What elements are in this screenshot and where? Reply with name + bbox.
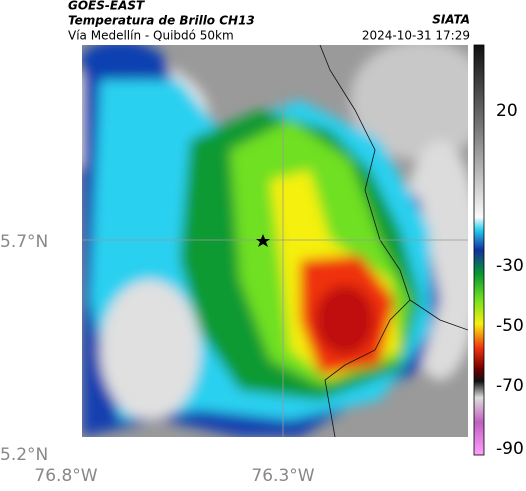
- lat-label: 5.7°N: [0, 232, 48, 252]
- timestamp: 2024-10-31 17:29: [362, 29, 470, 43]
- source: GOES-EAST: [68, 0, 145, 13]
- colorbar-labels: 20 -30 -50 -70 -90: [496, 101, 524, 459]
- colorbar-label: -50: [496, 316, 524, 336]
- colorbar-label: -90: [496, 439, 524, 459]
- subtitle: Vía Medellín - Quibdó 50km: [68, 29, 234, 43]
- satellite-image: [82, 45, 468, 437]
- lat-label: 5.2°N: [0, 445, 48, 465]
- lon-label: 76.8°W: [34, 466, 97, 486]
- lon-label: 76.3°W: [251, 466, 314, 486]
- colorbar-label: -70: [496, 376, 524, 396]
- title: Temperatura de Brillo CH13: [68, 14, 255, 28]
- agency: SIATA: [432, 13, 470, 27]
- colorbar-label: 20: [496, 101, 518, 121]
- colorbar-label: -30: [496, 256, 524, 276]
- colorbar: [473, 44, 485, 456]
- city-marker: [256, 234, 270, 247]
